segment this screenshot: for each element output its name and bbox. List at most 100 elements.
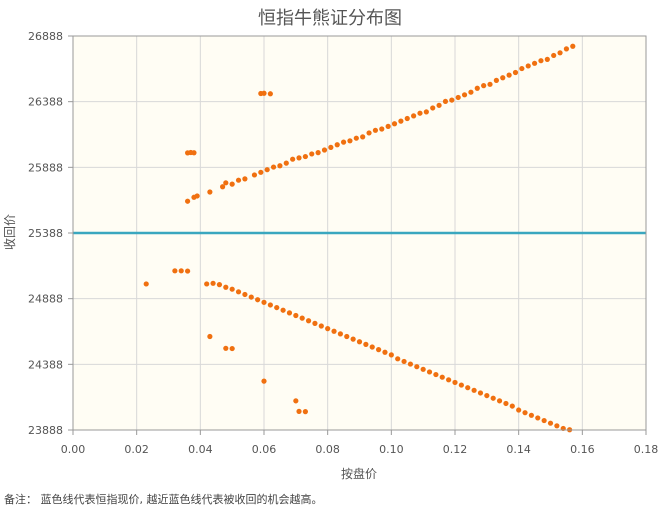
y-tick-label: 23888 <box>28 424 63 437</box>
data-point <box>267 302 273 308</box>
data-point <box>395 356 401 362</box>
data-point <box>433 371 439 378</box>
data-point <box>248 294 254 300</box>
data-point <box>242 176 248 182</box>
data-point <box>516 407 522 413</box>
data-point <box>360 134 366 140</box>
data-point <box>528 412 535 418</box>
data-point <box>426 369 433 375</box>
x-tick-label: 0.02 <box>124 443 149 456</box>
data-point <box>261 378 267 384</box>
data-point <box>261 90 267 96</box>
data-point <box>522 410 528 416</box>
data-point <box>468 89 474 95</box>
data-point <box>309 151 315 157</box>
data-point <box>461 92 468 98</box>
y-tick-label: 24388 <box>28 358 63 371</box>
x-tick-label: 0.16 <box>570 443 595 456</box>
x-tick-label: 0.00 <box>61 443 86 456</box>
data-point <box>481 83 487 89</box>
data-point <box>223 345 229 351</box>
data-point <box>242 291 248 298</box>
data-point <box>302 153 308 160</box>
data-point <box>331 328 337 334</box>
data-point <box>191 150 197 156</box>
data-point <box>207 189 213 195</box>
data-point <box>251 172 258 178</box>
data-point <box>442 98 449 105</box>
data-point <box>420 366 426 372</box>
data-point <box>366 130 372 136</box>
data-point <box>321 147 328 153</box>
data-point <box>398 118 404 124</box>
data-point <box>235 289 242 295</box>
data-point <box>220 184 226 190</box>
data-point <box>337 331 343 337</box>
data-point <box>280 307 286 313</box>
data-point <box>455 94 461 101</box>
data-point <box>293 398 299 404</box>
data-point <box>325 326 331 332</box>
data-point <box>302 409 308 415</box>
x-tick-label: 0.04 <box>188 443 213 456</box>
data-point <box>210 280 216 286</box>
y-axis-label: 收回价 <box>3 214 17 250</box>
data-point <box>391 121 398 127</box>
data-point <box>446 377 452 383</box>
data-point <box>376 347 382 353</box>
data-point <box>477 390 484 396</box>
data-point <box>465 385 471 391</box>
data-point <box>404 115 410 122</box>
data-point <box>223 180 229 186</box>
x-tick-label: 0.06 <box>252 443 277 456</box>
data-point <box>363 341 369 347</box>
data-point <box>519 65 525 72</box>
data-point <box>525 63 531 69</box>
data-point <box>401 358 407 365</box>
data-point <box>570 43 576 49</box>
data-point <box>283 160 289 166</box>
data-point <box>407 361 414 367</box>
chart-title: 恒指牛熊证分布图 <box>258 8 402 29</box>
data-point <box>340 139 347 145</box>
data-point <box>207 333 213 340</box>
data-point <box>286 310 293 316</box>
data-point <box>194 193 200 199</box>
data-point <box>299 315 305 321</box>
y-tick-label: 25888 <box>28 161 63 174</box>
data-point <box>411 113 417 119</box>
data-point <box>229 181 235 187</box>
data-point <box>235 177 242 183</box>
data-point <box>541 417 547 424</box>
data-point <box>328 144 334 150</box>
data-point <box>452 379 458 386</box>
data-point <box>474 85 480 91</box>
footnote: 备注： 蓝色线代表恒指现价, 越近蓝色线代表被收回的机会越高。 <box>4 493 323 506</box>
data-point <box>290 156 296 162</box>
data-point <box>563 46 570 52</box>
x-tick-label: 0.10 <box>379 443 404 456</box>
data-point <box>185 268 191 274</box>
y-tick-label: 26388 <box>28 96 63 109</box>
data-point <box>223 284 229 290</box>
data-point <box>305 318 312 324</box>
data-point <box>334 142 340 148</box>
data-point <box>318 323 324 329</box>
data-point <box>535 415 541 421</box>
data-point <box>261 299 267 305</box>
data-point <box>293 312 299 319</box>
data-point <box>296 155 302 161</box>
data-point <box>423 109 429 115</box>
x-axis: 0.00 0.02 0.04 0.06 0.08 0.10 0.12 0.14 0.16 0.18 <box>61 430 658 456</box>
data-point <box>344 333 350 340</box>
data-point <box>382 349 388 355</box>
data-point <box>347 138 353 144</box>
data-point <box>509 403 515 409</box>
data-point <box>531 60 538 66</box>
data-point <box>512 69 519 76</box>
y-tick-label: 24888 <box>28 293 63 306</box>
data-point <box>414 364 420 370</box>
data-point <box>500 75 506 81</box>
data-point <box>270 164 277 170</box>
data-point <box>312 320 318 326</box>
